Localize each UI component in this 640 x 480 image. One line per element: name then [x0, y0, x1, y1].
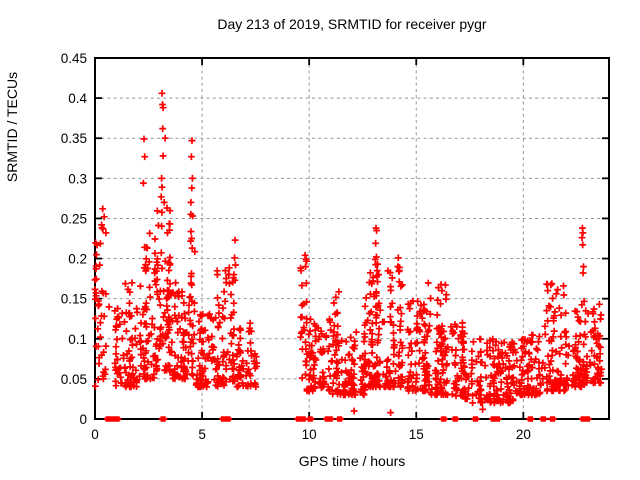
- y-tick-label: 0.15: [61, 292, 87, 307]
- x-tick-label: 20: [516, 427, 531, 442]
- x-tick-label: 10: [302, 427, 317, 442]
- srmtid-markers: [91, 89, 605, 416]
- x-tick-label: 5: [198, 427, 206, 442]
- y-tick-label: 0.3: [68, 171, 87, 186]
- y-tick-label: 0.4: [68, 91, 87, 106]
- y-tick-label: 0.1: [68, 332, 87, 347]
- zero-value-markers: [104, 416, 592, 422]
- y-tick-label: 0.25: [61, 211, 87, 226]
- plot-border: [94, 57, 610, 420]
- y-tick-label: 0: [79, 412, 87, 427]
- y-tick-label: 0.2: [68, 252, 87, 267]
- y-tick-label: 0.35: [61, 131, 87, 146]
- y-tick-label: 0.45: [61, 51, 87, 66]
- data-points: [91, 89, 605, 422]
- tick-labels: 0 0.05 0.1 0.15 0.2 0.25 0.3 0.35 0.4 0.45 0 5 10 15 2…: [61, 51, 531, 442]
- y-tick-label: 0.05: [61, 372, 87, 387]
- x-tick-label: 15: [409, 427, 424, 442]
- x-tick-label: 0: [91, 427, 99, 442]
- y-axis-label: SRMTID / TECUs: [4, 72, 20, 182]
- axes-border-and-ticks: [94, 57, 610, 420]
- x-axis-label: GPS time / hours: [299, 453, 406, 469]
- chart-title: Day 213 of 2019, SRMTID for receiver pyg…: [217, 16, 487, 32]
